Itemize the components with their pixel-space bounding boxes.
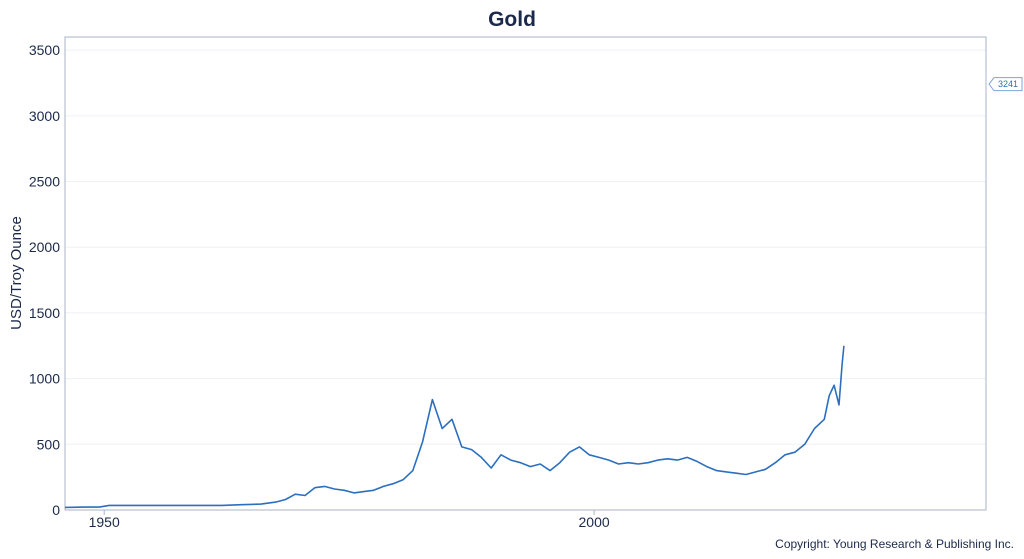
y-tick-label: 1500: [29, 305, 60, 321]
plot-area-frame: [64, 36, 987, 511]
y-axis-ticks: 0 500 1000 1500 2000 2500 3000 3500: [29, 42, 60, 518]
x-tick-label: 2000: [579, 514, 610, 530]
x-tick-label: 1950: [89, 514, 120, 530]
chart-title: Gold: [488, 8, 536, 31]
y-tick-label: 3000: [29, 108, 60, 124]
y-tick-label: 500: [37, 436, 61, 452]
y-tick-label: 3500: [29, 42, 60, 58]
y-axis-label: USD/Troy Ounce: [8, 216, 25, 330]
gold-price-series-line: [64, 345, 845, 509]
last-value-callout-box: [988, 77, 1023, 92]
last-value-label: 3241: [998, 79, 1018, 89]
x-axis-ticks: 1950 2000: [89, 510, 610, 530]
last-value-callout: 3241: [988, 77, 1023, 92]
y-tick-label: 1000: [29, 371, 60, 387]
y-tick-label: 2000: [29, 239, 60, 255]
y-tick-label: 2500: [29, 174, 60, 190]
copyright-text: Copyright: Young Research & Publishing I…: [775, 537, 1014, 551]
gridlines: [65, 49, 986, 445]
y-tick-label: 0: [52, 502, 60, 518]
